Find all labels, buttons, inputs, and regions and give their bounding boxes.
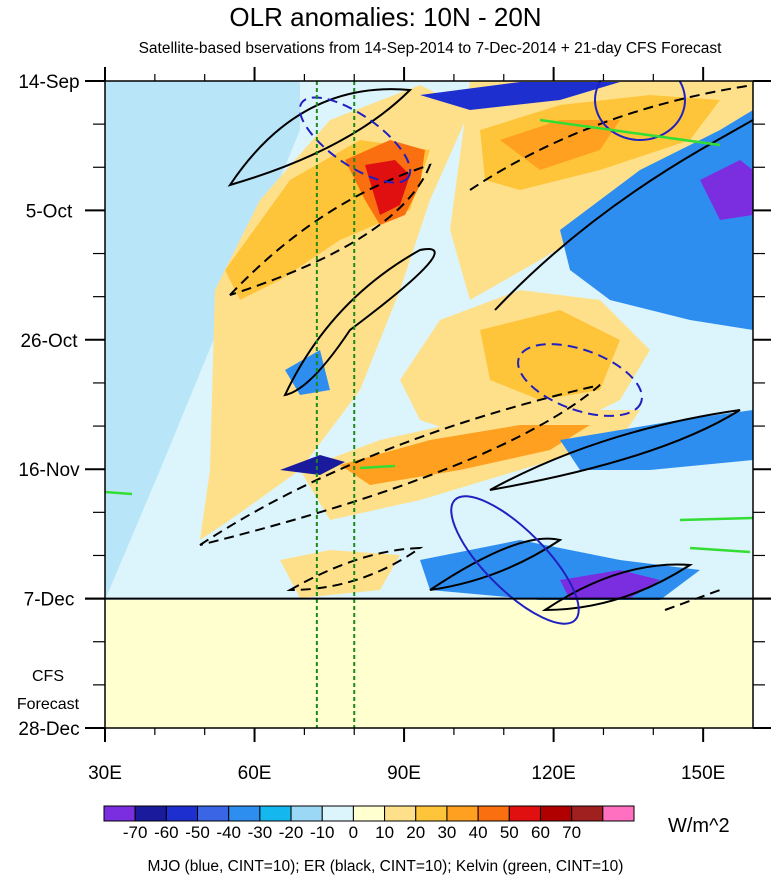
er-contour-positive-4 xyxy=(489,409,741,491)
chart-subtitle: Satellite-based bservations from 14-Sep-… xyxy=(138,40,722,57)
colorbar-label: -60 xyxy=(154,823,179,842)
anomaly-patch-dec-orange xyxy=(280,550,400,598)
kelvin-contour-4 xyxy=(105,490,133,496)
colorbar-label: 10 xyxy=(375,823,394,842)
x-tick-label: 120E xyxy=(531,763,575,784)
anomaly-patch-red-core2 xyxy=(365,160,410,215)
colorbar-units: W/m^2 xyxy=(668,815,730,837)
colorbar-swatch xyxy=(352,805,386,822)
anomaly-patch-light-blue xyxy=(105,81,300,600)
x-axis: 30E 60E 90E 120E 150E xyxy=(88,67,725,784)
colorbar-swatch xyxy=(134,805,167,822)
er-contour-positive-5 xyxy=(429,537,563,591)
x-tick-label: 150E xyxy=(681,763,725,784)
contours xyxy=(105,81,753,625)
colorbar-label: -40 xyxy=(216,823,241,842)
er-contour-negative-3 xyxy=(469,84,753,191)
colorbar-swatch xyxy=(197,805,230,822)
x-tick-label: 30E xyxy=(88,763,122,784)
kelvin-contour-3 xyxy=(359,464,396,470)
mjo-contour-negative-1 xyxy=(298,96,412,184)
colorbar-label: -30 xyxy=(248,823,273,842)
forecast-label-line1: CFS xyxy=(32,668,64,685)
colorbar-swatch xyxy=(165,805,199,822)
colorbar-swatch xyxy=(290,805,323,822)
colorbar-swatch xyxy=(602,805,635,822)
anomaly-shading xyxy=(105,81,753,600)
colorbar-label: -20 xyxy=(279,823,304,842)
anomaly-patch-upper-right-darkorange xyxy=(500,120,620,170)
reference-lines xyxy=(315,81,356,728)
forecast-region xyxy=(105,600,753,728)
er-contour-positive-2 xyxy=(283,248,436,397)
colorbar-label: 40 xyxy=(469,823,488,842)
kelvin-contour-2 xyxy=(679,516,753,522)
contour-legend: MJO (blue, CINT=10); ER (black, CINT=10)… xyxy=(147,858,624,875)
anomaly-patch-ne-blue xyxy=(560,110,753,330)
colorbar-label: 50 xyxy=(500,823,519,842)
er-contour-negative-5 xyxy=(664,589,721,611)
chart-title: OLR anomalies: 10N - 20N xyxy=(229,2,542,32)
colorbar-swatch xyxy=(477,805,510,822)
colorbar-label: 0 xyxy=(349,823,358,842)
er-contour-positive-6 xyxy=(541,563,694,612)
anomaly-patch-nov-blue-left xyxy=(280,455,345,475)
colorbar-swatch xyxy=(259,805,292,822)
anomaly-patch-top-blue-streak xyxy=(420,82,620,110)
colorbar-label: 30 xyxy=(437,823,456,842)
colorbar-swatch xyxy=(539,805,573,822)
colorbar-swatch xyxy=(571,805,604,822)
colorbar-label: -70 xyxy=(123,823,148,842)
colorbar-label: 70 xyxy=(562,823,581,842)
y-tick-label: 16-Nov xyxy=(18,460,80,481)
x-tick-label: 90E xyxy=(387,763,421,784)
colorbar-swatch xyxy=(508,805,541,822)
y-tick-label: 28-Dec xyxy=(18,719,79,740)
colorbar-label: 60 xyxy=(531,823,550,842)
colorbar-swatch xyxy=(228,805,261,822)
plot-frame xyxy=(104,80,754,729)
er-contour-negative-1 xyxy=(229,163,432,296)
y-tick-label: 26-Oct xyxy=(20,331,78,352)
colorbar-label: -50 xyxy=(185,823,210,842)
mjo-contour-negative-2 xyxy=(517,343,643,417)
colorbar-swatch xyxy=(103,805,136,822)
colorbar-swatch xyxy=(384,805,417,822)
er-contour-positive-3 xyxy=(494,119,753,311)
y-tick-label: 14-Sep xyxy=(18,72,79,93)
anomaly-patch-mid-blue-left xyxy=(285,350,330,395)
y-axis: 14-Sep 5-Oct 26-Oct 16-Nov 7-Dec 28-Dec xyxy=(18,72,771,740)
colorbar-swatch xyxy=(415,805,448,822)
anomaly-patch-lower-band-orange xyxy=(340,425,590,485)
colorbar-label: -10 xyxy=(310,823,335,842)
colorbar-swatch xyxy=(446,805,479,822)
y-tick-label: 5-Oct xyxy=(26,201,73,222)
y-tick-label: 7-Dec xyxy=(24,590,75,611)
x-tick-label: 60E xyxy=(238,763,272,784)
anomaly-patch-mid-orange xyxy=(480,310,620,400)
colorbar-label: 20 xyxy=(406,823,425,842)
mjo-contour-positive-2 xyxy=(594,81,686,141)
mjo-contour-positive-1 xyxy=(450,495,580,625)
anomaly-patch-ne-darkblue xyxy=(700,160,753,220)
anomaly-patch-nov-blue-right xyxy=(560,410,753,470)
kelvin-contour-1 xyxy=(539,118,721,147)
colorbar-swatch xyxy=(321,805,354,822)
er-contour-positive-1 xyxy=(227,88,413,187)
er-contour-negative-4 xyxy=(286,546,424,592)
forecast-label-line2: Forecast xyxy=(17,696,80,713)
kelvin-contour-5 xyxy=(689,546,751,554)
colorbar: -70 -60 -50 -40 -30 -20 -10 0 10 20 30 40 50 60 70 xyxy=(103,805,635,842)
er-contour-negative-2 xyxy=(199,384,601,546)
